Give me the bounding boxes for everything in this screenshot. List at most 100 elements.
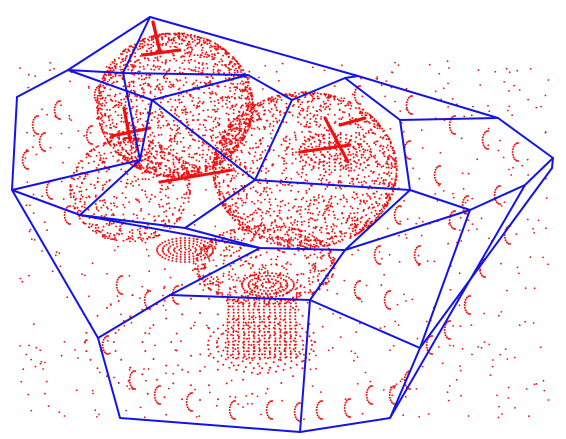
sphere-point-upper-left: [106, 108, 108, 111]
sphere-point-upper-left: [135, 105, 138, 108]
sphere-point-upper-left: [175, 78, 178, 81]
sphere-point-right: [253, 211, 256, 214]
sphere-point-left: [110, 202, 112, 205]
sphere-point-upper-left: [127, 141, 129, 144]
sphere-point-left: [140, 209, 142, 212]
sphere-point-right: [218, 190, 221, 193]
ring-point: [313, 140, 316, 143]
sphere-point-upper-left: [169, 98, 172, 101]
sphere-point-upper-left: [120, 102, 123, 105]
sphere-point-upper-left: [131, 157, 133, 160]
ring-point: [106, 306, 108, 309]
sphere-point-right: [262, 113, 265, 116]
sphere-point-upper-left: [197, 146, 200, 149]
sphere-point-right: [321, 195, 324, 198]
sphere-point-center-low: [291, 231, 294, 234]
sphere-point-left: [129, 237, 132, 240]
stalk-point: [243, 334, 246, 337]
sphere-point-right: [351, 196, 354, 199]
ring-point: [241, 284, 243, 286]
sphere-point-left: [148, 143, 151, 146]
sphere-point-center-low: [215, 264, 218, 267]
sphere-point-left: [145, 151, 148, 154]
sphere-point-right: [218, 194, 221, 197]
sphere-point-center-low: [229, 264, 232, 267]
sphere-point-upper-left: [189, 34, 192, 37]
sphere-point-upper-left: [151, 36, 153, 39]
stalk-point: [227, 315, 230, 317]
ring-point: [217, 337, 220, 340]
sphere-point-upper-left: [211, 53, 214, 56]
sphere-point-right: [339, 235, 342, 238]
sphere-point-left: [99, 157, 102, 159]
ring-point: [301, 327, 304, 330]
sphere-point-right: [391, 147, 394, 150]
sphere-point-right: [391, 193, 394, 196]
ring-point: [302, 344, 305, 346]
sphere-point-right: [342, 166, 345, 169]
sphere-point-right: [259, 194, 262, 197]
stalk-point: [242, 305, 245, 308]
sphere-point-right: [386, 135, 389, 138]
ring-point: [339, 140, 342, 143]
sphere-point-upper-left: [240, 127, 243, 130]
ring-point: [312, 165, 315, 168]
sphere-point-right: [327, 129, 330, 132]
sphere-point-upper-left: [204, 158, 207, 161]
sphere-point-right: [354, 229, 357, 232]
sphere-point-upper-left: [113, 58, 116, 61]
sphere-point-upper-left: [122, 60, 125, 63]
sphere-point-right: [390, 162, 393, 165]
sphere-point-upper-left: [119, 61, 122, 64]
sphere-point-upper-left: [212, 126, 215, 129]
sphere-point-right: [393, 152, 396, 155]
sphere-point-right: [274, 103, 276, 106]
sphere-point-right: [385, 162, 387, 165]
sphere-point-left: [102, 186, 105, 189]
sphere-point-left: [97, 170, 100, 173]
sphere-point-right: [309, 202, 312, 205]
sphere-point-right: [360, 181, 363, 184]
sphere-point-right: [293, 221, 296, 224]
sphere-point-right: [360, 153, 363, 156]
sphere-point-right: [303, 242, 306, 245]
sphere-point-right: [321, 239, 324, 242]
sphere-point-upper-left: [159, 91, 162, 94]
sphere-point-right: [394, 156, 397, 159]
sphere-point-right: [287, 234, 290, 237]
sphere-point-right: [325, 106, 328, 109]
ring-point: [235, 330, 238, 333]
sphere-point-right: [236, 206, 239, 209]
sphere-point-left: [141, 178, 144, 181]
sphere-point-right: [289, 238, 292, 241]
sphere-point-left: [160, 146, 163, 148]
sphere-point-upper-left: [96, 104, 99, 107]
sphere-point-right: [237, 216, 240, 218]
sphere-point-left: [72, 205, 75, 208]
sphere-point-center-low: [322, 283, 325, 286]
sphere-point-right: [245, 197, 248, 200]
sphere-point-upper-left: [234, 135, 237, 138]
sphere-point-upper-left: [137, 58, 140, 61]
sphere-point-right: [393, 150, 396, 152]
ring-point: [224, 341, 227, 344]
sphere-point-right: [323, 199, 326, 202]
sphere-point-upper-left: [139, 40, 142, 43]
sphere-point-right: [289, 94, 292, 97]
sphere-point-center-low: [267, 281, 270, 283]
sphere-point-left: [122, 203, 125, 206]
sphere-point-right: [266, 210, 268, 213]
sphere-point-right: [365, 214, 368, 217]
sphere-point-center-low: [197, 270, 200, 273]
sphere-point-upper-left: [219, 133, 222, 136]
ring-point: [299, 335, 302, 338]
ring-point: [96, 367, 99, 370]
ring-point: [339, 161, 342, 164]
sphere-point-right: [296, 98, 299, 101]
ring-point: [282, 293, 285, 296]
sphere-point-center-low: [262, 266, 265, 269]
sphere-point-right: [314, 239, 317, 242]
ring-point: [261, 320, 264, 323]
stalk-point: [227, 311, 230, 314]
